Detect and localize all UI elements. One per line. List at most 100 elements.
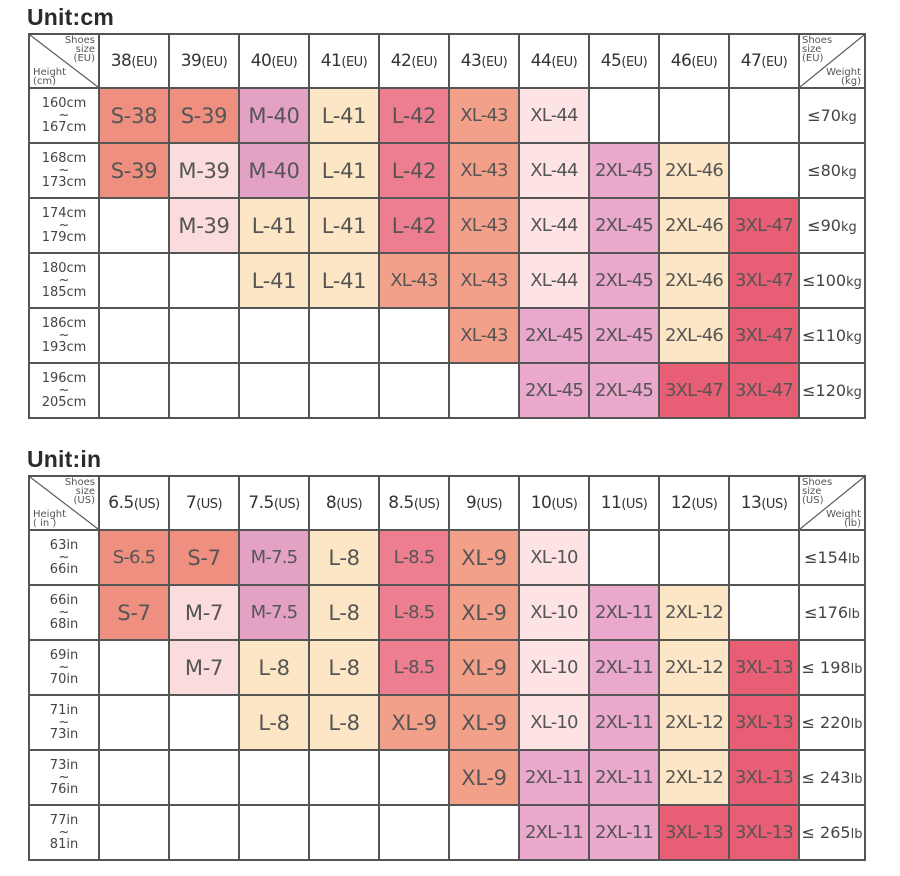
shoe-size-unit: (US) — [551, 497, 578, 512]
size-cell: L-8 — [308, 529, 380, 586]
height-range-text: ~ — [58, 107, 70, 123]
size-cell: 3XL-13 — [728, 694, 800, 751]
size-cell — [728, 142, 800, 199]
size-weight-corner: Shoes size (US) Weight (lb) — [798, 475, 866, 531]
shoe-size-unit: (US) — [196, 497, 223, 512]
height-range-cell: 196cm ~205cm — [28, 362, 100, 419]
size-cell: 3XL-47 — [728, 197, 800, 254]
size-cell: L-8 — [238, 639, 310, 696]
size-cell — [98, 639, 170, 696]
height-range-text: 73in — [49, 757, 79, 773]
size-cell — [378, 804, 450, 861]
weight-limit-unit: kg — [846, 385, 862, 400]
shoe-size-number: 7.5 — [248, 493, 274, 513]
shoe-size-unit: (US) — [336, 497, 363, 512]
corner-shoe-label: size — [75, 44, 95, 55]
size-cell: XL-43 — [448, 197, 520, 254]
shoe-size-number: 44 — [530, 51, 552, 71]
size-cell: XL-10 — [518, 529, 590, 586]
size-cell: 2XL-45 — [588, 362, 660, 419]
weight-limit-value: ≤100 — [802, 271, 847, 290]
height-range-cell: 180cm ~185cm — [28, 252, 100, 309]
height-range-text: 185cm — [41, 284, 87, 300]
height-range-cell: 69in ~70in — [28, 639, 100, 696]
size-cell: 2XL-45 — [518, 307, 590, 364]
shoe-size-header: 39(EU) — [168, 33, 240, 89]
shoe-size-unit: (EU) — [621, 55, 648, 70]
weight-limit-unit: lb — [848, 607, 860, 622]
size-cell: XL-9 — [448, 584, 520, 641]
shoe-size-header: 45(EU) — [588, 33, 660, 89]
size-cell — [378, 749, 450, 806]
size-cell — [168, 362, 240, 419]
size-cell — [98, 252, 170, 309]
shoe-size-header: 10(US) — [518, 475, 590, 531]
weight-limit-cell: ≤80kg — [798, 142, 866, 199]
height-range-text: 160cm — [41, 95, 87, 111]
height-range-text: 180cm — [41, 260, 87, 276]
shoe-size-number: 40 — [250, 51, 272, 71]
header-row: Shoes size (EU) Height (cm) 38(EU) 39(EU) 40(EU… — [28, 33, 866, 89]
shoe-size-number: 8.5 — [388, 493, 414, 513]
height-range-text: 73in — [49, 726, 79, 742]
shoe-size-unit: (US) — [476, 497, 503, 512]
size-cell — [98, 749, 170, 806]
size-cell: M-40 — [238, 142, 310, 199]
weight-limit-cell: ≤ 220lb — [798, 694, 866, 751]
shoe-size-unit: (EU) — [761, 55, 788, 70]
size-cell: XL-9 — [448, 639, 520, 696]
size-cell: S-39 — [98, 142, 170, 199]
size-row: 71in ~73in L-8 L-8 XL-9 XL-9 XL-10 2XL-11 2XL-12… — [28, 694, 866, 751]
size-cell: L-41 — [238, 197, 310, 254]
height-range-text: ~ — [58, 272, 70, 288]
weight-limit-cell: ≤ 198lb — [798, 639, 866, 696]
shoe-size-header: 7.5(US) — [238, 475, 310, 531]
size-row: 77in ~81in 2XL-11 2XL-11 3XL-13 3XL-13 ≤ 265lb — [28, 804, 866, 861]
size-cell — [658, 87, 730, 144]
corner-shoe-label: (EU) — [73, 53, 95, 64]
size-cell: M-39 — [168, 142, 240, 199]
size-cell: 3XL-47 — [728, 252, 800, 309]
size-cell: L-41 — [238, 252, 310, 309]
height-range-cell: 174cm ~179cm — [28, 197, 100, 254]
shoe-size-header: 8.5(US) — [378, 475, 450, 531]
size-cell: 2XL-11 — [588, 804, 660, 861]
size-cell: XL-10 — [518, 694, 590, 751]
shoe-size-unit: (EU) — [691, 55, 718, 70]
weight-limit-cell: ≤90kg — [798, 197, 866, 254]
shoe-size-header: 40(EU) — [238, 33, 310, 89]
height-range-text: 68in — [49, 616, 79, 632]
size-cell — [238, 804, 310, 861]
shoe-size-number: 7 — [185, 493, 197, 513]
size-cell — [168, 694, 240, 751]
height-range-cell: 63in ~66in — [28, 529, 100, 586]
shoe-size-number: 8 — [325, 493, 337, 513]
height-range-cell: 160cm ~167cm — [28, 87, 100, 144]
size-cell — [378, 307, 450, 364]
shoe-size-number: 43 — [460, 51, 482, 71]
weight-limit-cell: ≤110kg — [798, 307, 866, 364]
shoe-size-unit: (EU) — [411, 55, 438, 70]
size-cell: XL-43 — [448, 307, 520, 364]
size-row: 66in ~68in S-7 M-7 M-7.5 L-8 L-8.5 XL-9 XL-10 2XL… — [28, 584, 866, 641]
size-cell: 3XL-47 — [658, 362, 730, 419]
corner-weight-label: (lb) — [844, 518, 861, 529]
size-cell: L-42 — [378, 197, 450, 254]
size-cell: S-7 — [98, 584, 170, 641]
size-cell: 2XL-45 — [588, 142, 660, 199]
size-cell: L-42 — [378, 142, 450, 199]
size-cell: L-41 — [308, 197, 380, 254]
weight-limit-value: ≤90 — [807, 216, 841, 235]
shoe-size-header: 13(US) — [728, 475, 800, 531]
size-cell: M-39 — [168, 197, 240, 254]
corner-weight-label: Weight — [826, 509, 861, 520]
weight-limit-cell: ≤70kg — [798, 87, 866, 144]
height-range-cell: 168cm ~173cm — [28, 142, 100, 199]
height-range-text: 66in — [49, 592, 79, 608]
height-range-cell: 73in ~76in — [28, 749, 100, 806]
height-range-text: ~ — [58, 714, 70, 730]
size-cell: XL-9 — [378, 694, 450, 751]
height-range-text: 77in — [49, 812, 79, 828]
weight-limit-unit: lb — [850, 827, 863, 842]
size-cell: 2XL-45 — [588, 197, 660, 254]
